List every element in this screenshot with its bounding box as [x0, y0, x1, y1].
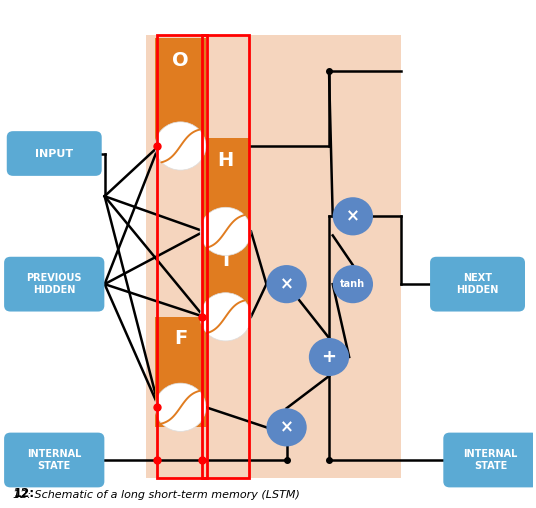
- Text: tanh: tanh: [340, 279, 366, 289]
- Bar: [157, 36, 207, 478]
- Text: ×: ×: [280, 275, 294, 293]
- Text: INTERNAL
STATE: INTERNAL STATE: [464, 449, 518, 471]
- Circle shape: [266, 265, 307, 303]
- Bar: [202, 36, 249, 478]
- FancyBboxPatch shape: [443, 433, 536, 487]
- FancyBboxPatch shape: [430, 257, 525, 311]
- Text: ×: ×: [346, 207, 360, 226]
- Text: INTERNAL
STATE: INTERNAL STATE: [27, 449, 81, 471]
- Text: 12: Schematic of a long short-term memory (LSTM): 12: Schematic of a long short-term memor…: [13, 490, 300, 500]
- Circle shape: [309, 338, 349, 376]
- Bar: [202, 239, 249, 329]
- Circle shape: [333, 265, 373, 303]
- Bar: [202, 139, 249, 239]
- Text: F: F: [174, 329, 187, 348]
- Circle shape: [266, 408, 307, 447]
- Bar: [155, 38, 206, 148]
- Text: 12:: 12:: [13, 487, 34, 500]
- Bar: [146, 36, 400, 478]
- Text: +: +: [322, 348, 337, 366]
- FancyBboxPatch shape: [4, 433, 105, 487]
- Text: PREVIOUS
HIDDEN: PREVIOUS HIDDEN: [26, 273, 82, 295]
- Circle shape: [155, 122, 206, 170]
- FancyBboxPatch shape: [7, 131, 102, 176]
- Text: ×: ×: [280, 419, 294, 436]
- Bar: [155, 317, 206, 427]
- Text: O: O: [172, 50, 189, 70]
- Circle shape: [155, 383, 206, 431]
- Circle shape: [200, 293, 251, 341]
- Text: H: H: [218, 151, 234, 170]
- Text: INPUT: INPUT: [35, 148, 73, 158]
- Circle shape: [333, 197, 373, 235]
- FancyBboxPatch shape: [4, 257, 105, 311]
- Text: NEXT
HIDDEN: NEXT HIDDEN: [456, 273, 498, 295]
- Circle shape: [200, 207, 251, 256]
- Text: I: I: [222, 251, 229, 270]
